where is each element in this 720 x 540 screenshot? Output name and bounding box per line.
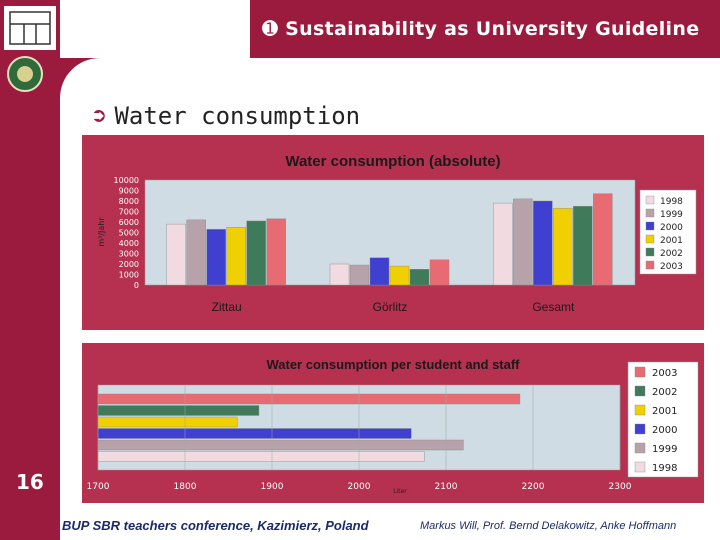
hbar-1998 <box>97 451 425 462</box>
hbar-1999 <box>97 439 464 451</box>
y-tick-label: 1000 <box>119 271 139 280</box>
legend-swatch <box>645 195 655 205</box>
footer-authors: Markus Will, Prof. Bernd Delakowitz, Ank… <box>420 520 677 532</box>
y-tick-label: 4000 <box>119 239 139 248</box>
x-tick-label: 1800 <box>174 482 197 492</box>
bar-görlitz-1998 <box>329 263 350 286</box>
hbar-2001 <box>97 416 238 428</box>
legend-swatch <box>634 404 646 416</box>
bar-gesamt-2003 <box>593 193 613 286</box>
y-tick-label: 9000 <box>119 187 139 196</box>
x-axis-label: Liter <box>393 488 407 495</box>
bar-gesamt-1998 <box>493 202 513 286</box>
hbar-2000 <box>97 428 412 439</box>
legend-label: 2001 <box>652 406 677 417</box>
page-title-text: Sustainability as University Guideline <box>285 18 700 40</box>
bar-zittau-2000 <box>206 229 226 286</box>
category-label: Görlitz <box>373 300 408 314</box>
bar-zittau-1998 <box>166 223 186 286</box>
legend-swatch <box>634 366 646 378</box>
bar-gesamt-2001 <box>553 208 573 286</box>
page-title: ➊ Sustainability as University Guideline <box>262 18 699 40</box>
x-tick-label: 2300 <box>609 482 632 492</box>
legend-swatch <box>645 234 655 244</box>
legend-swatch <box>645 260 655 270</box>
bar-zittau-1999 <box>186 219 206 286</box>
bar-görlitz-2000 <box>369 257 390 286</box>
y-tick-label: 7000 <box>119 208 139 217</box>
y-tick-label: 8000 <box>119 197 139 206</box>
building-icon <box>9 11 51 45</box>
x-tick-label: 1900 <box>261 482 284 492</box>
legend-label: 2000 <box>660 223 683 233</box>
legend-label: 2002 <box>660 249 683 259</box>
section-title-text: Water consumption <box>114 102 361 130</box>
chart-title-absolute: Water consumption (absolute) <box>285 153 500 170</box>
y-tick-label: 5000 <box>119 229 139 238</box>
bar-zittau-2003 <box>266 218 286 286</box>
y-axis-label: m³/Jahr <box>97 217 106 247</box>
legend-swatch <box>634 461 646 473</box>
x-tick-label: 1700 <box>87 482 110 492</box>
legend-per-student <box>627 361 699 478</box>
category-label: Zittau <box>212 300 242 314</box>
seal-logo <box>7 56 43 92</box>
circle-1-icon: ➊ <box>262 18 279 40</box>
y-tick-label: 0 <box>134 281 139 290</box>
university-logo <box>4 6 56 50</box>
legend-label: 2000 <box>652 425 677 436</box>
legend-swatch <box>634 442 646 454</box>
legend-label: 1999 <box>660 210 683 220</box>
legend-label: 1998 <box>652 463 677 474</box>
corner-curve <box>60 58 100 98</box>
legend-swatch <box>634 385 646 397</box>
y-tick-label: 6000 <box>119 218 139 227</box>
right-arrow-icon: ➲ <box>92 102 107 130</box>
header-bar <box>250 0 720 58</box>
legend-swatch <box>645 208 655 218</box>
hbar-2003 <box>97 393 521 405</box>
y-tick-label: 3000 <box>119 250 139 259</box>
x-tick-label: 2100 <box>435 482 458 492</box>
legend-swatch <box>645 247 655 257</box>
legend-swatch <box>634 423 646 435</box>
bar-gesamt-1999 <box>513 198 533 286</box>
x-tick-label: 2000 <box>348 482 371 492</box>
bar-zittau-2001 <box>226 227 246 286</box>
y-tick-label: 2000 <box>119 260 139 269</box>
bar-gesamt-2000 <box>533 200 553 286</box>
bar-görlitz-2001 <box>389 265 410 286</box>
legend-swatch <box>645 221 655 231</box>
bar-gesamt-2002 <box>573 206 593 286</box>
bar-zittau-2002 <box>246 220 266 286</box>
chart-title-per-student: Water consumption per student and staff <box>266 357 520 372</box>
footer-conference: BUP SBR teachers conference, Kazimierz, … <box>62 518 369 533</box>
hbar-2002 <box>97 405 260 416</box>
bar-görlitz-2002 <box>409 269 430 286</box>
legend-label: 2003 <box>652 368 677 379</box>
section-title: ➲ Water consumption <box>92 102 360 130</box>
bar-görlitz-1999 <box>349 264 370 286</box>
x-tick-label: 2200 <box>522 482 545 492</box>
category-label: Gesamt <box>532 300 575 314</box>
page-number: 16 <box>16 470 44 494</box>
legend-label: 2002 <box>652 387 677 398</box>
legend-label: 1998 <box>660 197 683 207</box>
legend-label: 1999 <box>652 444 677 455</box>
bar-görlitz-2003 <box>429 259 450 286</box>
legend-label: 2001 <box>660 236 683 246</box>
y-tick-label: 10000 <box>114 176 139 185</box>
legend-label: 2003 <box>660 262 683 272</box>
